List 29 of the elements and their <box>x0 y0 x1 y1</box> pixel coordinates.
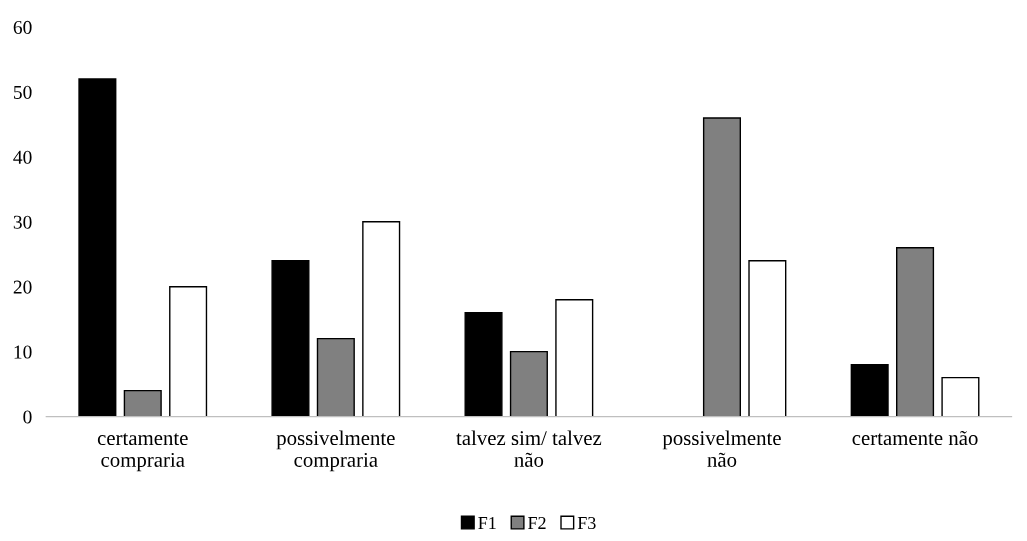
x-tick-label: talvez sim/ talvez não <box>456 430 602 467</box>
y-tick-label: 40 <box>13 150 32 164</box>
bar <box>271 260 310 417</box>
bar <box>509 350 548 417</box>
x-tick-label: possivelmente não <box>662 430 781 467</box>
x-tick-label: certamente compraria <box>97 433 188 472</box>
bar <box>169 286 208 417</box>
bar <box>748 260 787 417</box>
x-tick-label: certamente não <box>852 430 978 446</box>
y-tick-label: 50 <box>14 85 32 99</box>
y-tick-label: 30 <box>13 215 32 229</box>
bar <box>555 299 594 417</box>
legend-label: F1 <box>478 516 496 529</box>
x-tick-label: possivelmente compraria <box>276 430 395 472</box>
y-tick-label: 60 <box>13 20 32 34</box>
y-tick-label: 0 <box>23 410 32 424</box>
y-tick-label: 20 <box>13 280 32 294</box>
bar <box>362 221 401 417</box>
bar <box>316 337 355 417</box>
legend-label: F2 <box>528 516 546 529</box>
bar <box>850 363 889 417</box>
bar <box>896 247 935 417</box>
bar <box>123 389 162 417</box>
bar <box>941 376 980 417</box>
bar <box>464 312 503 417</box>
bar <box>702 117 742 417</box>
y-tick-label: 10 <box>14 345 32 359</box>
legend-label: F3 <box>577 516 596 530</box>
bar <box>78 78 117 417</box>
